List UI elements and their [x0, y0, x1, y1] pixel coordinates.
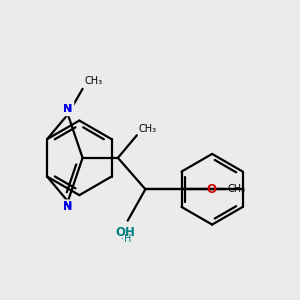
Text: ·H: ·H [121, 234, 131, 244]
Text: O: O [206, 183, 216, 196]
Text: N: N [63, 103, 73, 113]
Text: OH: OH [116, 226, 136, 238]
Text: N: N [63, 104, 73, 115]
Text: CH₃: CH₃ [85, 76, 103, 86]
Text: CH₃: CH₃ [139, 124, 157, 134]
Text: N: N [63, 102, 73, 115]
Text: N: N [63, 202, 73, 212]
Text: N: N [63, 201, 73, 211]
Text: N: N [63, 201, 73, 214]
Text: CH₃: CH₃ [228, 184, 246, 194]
